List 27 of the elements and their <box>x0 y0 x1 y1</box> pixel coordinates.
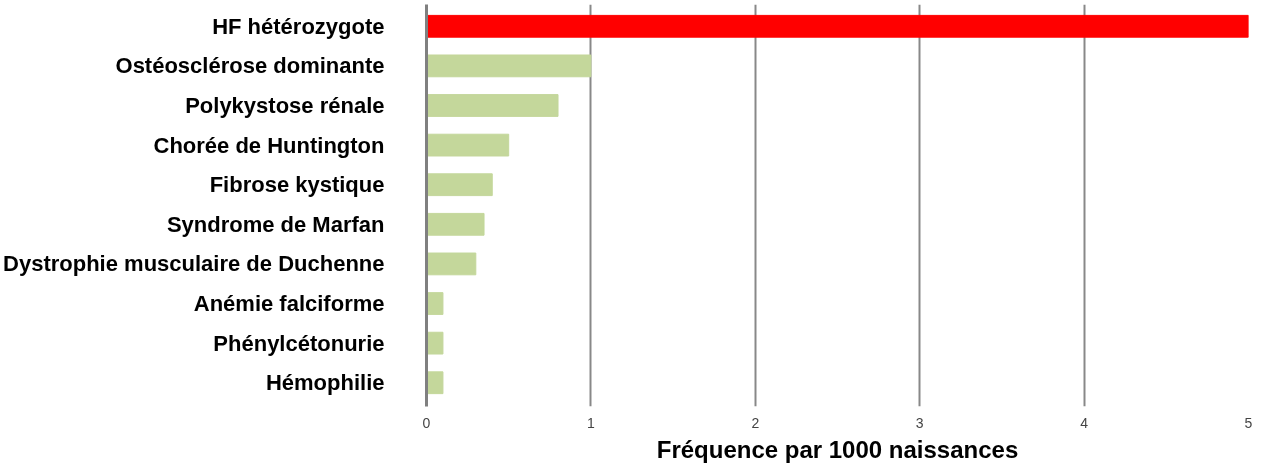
x-tick-label: 0 <box>422 414 431 431</box>
y-tick-label: Chorée de Huntington <box>153 132 385 158</box>
y-tick-label: Hémophilie <box>265 370 385 396</box>
x-tick-label: 5 <box>1244 414 1253 431</box>
bar <box>426 252 477 276</box>
x-axis-title: Fréquence par 1000 naissances <box>656 435 1019 463</box>
bar <box>426 173 493 197</box>
y-tick-label: Fibrose kystique <box>209 172 385 198</box>
bar <box>426 331 444 355</box>
y-tick-label: Dystrophie musculaire de Duchenne <box>3 251 385 277</box>
x-tick-label: 2 <box>751 414 760 431</box>
x-tick-label: 4 <box>1080 414 1089 431</box>
bar <box>426 54 592 78</box>
y-tick-label: HF hétérozygote <box>212 13 385 39</box>
bar <box>426 133 510 157</box>
y-tick-label: Polykystose rénale <box>185 93 385 118</box>
x-tick-label: 1 <box>587 414 596 431</box>
y-tick-label: Ostéosclérose dominante <box>115 53 385 79</box>
bar <box>426 371 444 395</box>
bar <box>426 212 485 236</box>
bar <box>426 94 559 117</box>
y-tick-label: Phénylcétonurie <box>213 330 385 356</box>
y-tick-label: Anémie falciforme <box>193 291 385 317</box>
bar <box>426 292 444 315</box>
x-tick-label: 3 <box>915 414 924 431</box>
bar <box>426 14 1249 38</box>
y-tick-label: Syndrome de Marfan <box>166 211 385 237</box>
